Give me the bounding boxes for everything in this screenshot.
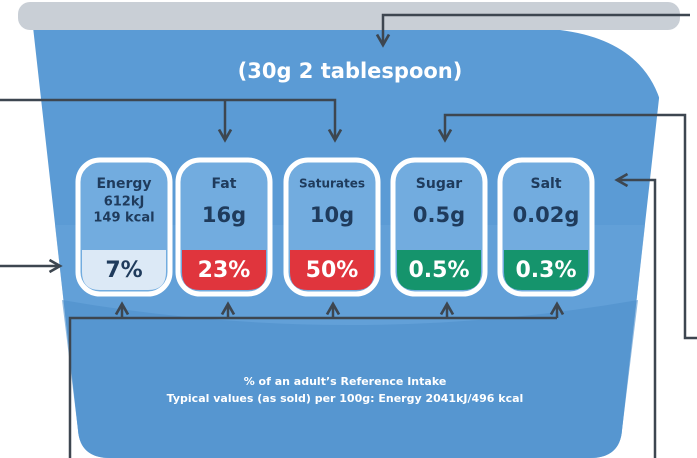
footer-line: Typical values (as sold) per 100g: Energ… bbox=[167, 392, 524, 405]
lid-swoosh bbox=[560, 30, 680, 100]
percent-band bbox=[397, 250, 481, 290]
label-percent: 7% bbox=[105, 258, 142, 283]
lid bbox=[18, 2, 680, 30]
footer-line: % of an adult’s Reference Intake bbox=[244, 375, 447, 388]
connector bbox=[614, 172, 657, 458]
label-amount: 612kJ bbox=[104, 195, 145, 210]
percent-band bbox=[290, 250, 374, 290]
label-name: Saturates bbox=[299, 177, 365, 191]
label-name: Energy bbox=[96, 176, 151, 192]
label-amount: 10g bbox=[310, 203, 354, 227]
pot-base bbox=[62, 300, 638, 458]
label-amount: 16g bbox=[202, 203, 246, 227]
connector bbox=[437, 113, 697, 340]
serving: (30g 2 tablespoon) bbox=[238, 59, 463, 83]
label-amount: 149 kcal bbox=[93, 211, 154, 226]
percent-band bbox=[82, 250, 166, 290]
label-percent: 23% bbox=[198, 258, 251, 283]
label-name: Salt bbox=[530, 176, 561, 192]
label-amount: 0.02g bbox=[513, 203, 580, 227]
label-amount: 0.5g bbox=[413, 203, 465, 227]
percent-band bbox=[182, 250, 266, 290]
label-name: Sugar bbox=[416, 176, 463, 192]
connector bbox=[68, 316, 557, 458]
label-percent: 0.3% bbox=[515, 258, 576, 283]
label-name: Fat bbox=[212, 176, 237, 192]
label-percent: 50% bbox=[306, 258, 359, 283]
connector bbox=[375, 13, 690, 48]
connector bbox=[0, 98, 343, 143]
percent-band bbox=[504, 250, 588, 290]
label-percent: 0.5% bbox=[408, 258, 469, 283]
